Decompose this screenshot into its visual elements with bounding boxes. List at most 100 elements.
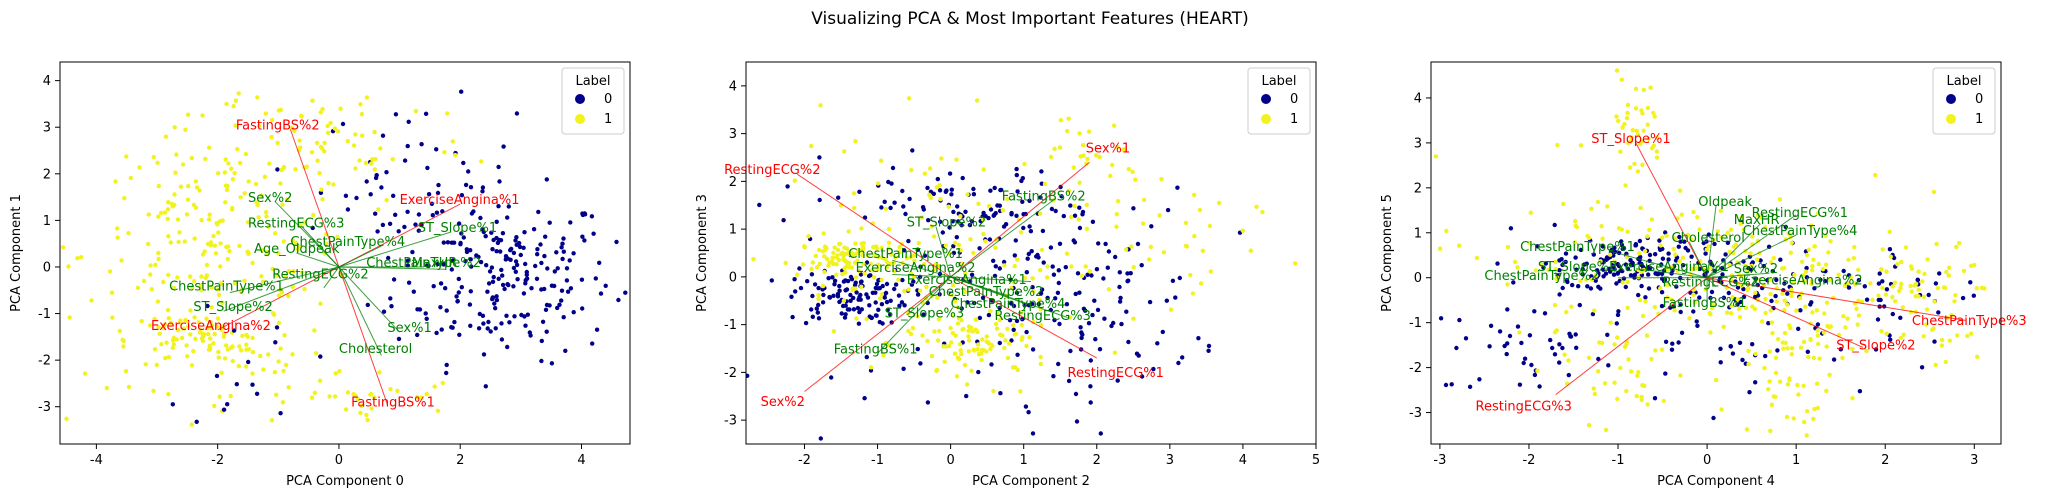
point-label-1: [260, 279, 266, 284]
point-label-1: [875, 181, 881, 186]
y-tick-label: 0: [1414, 271, 1422, 286]
point-label-1: [1789, 352, 1794, 357]
point-label-0: [1775, 348, 1780, 353]
point-label-0: [500, 282, 506, 288]
point-label-1: [211, 233, 216, 239]
point-label-0: [926, 218, 931, 223]
point-label-0: [1041, 260, 1046, 265]
point-label-0: [1077, 225, 1083, 231]
point-label-1: [326, 180, 331, 186]
point-label-1: [1826, 250, 1831, 255]
point-label-0: [513, 259, 519, 264]
point-label-1: [223, 157, 228, 162]
point-label-1: [946, 204, 951, 209]
point-label-0: [438, 281, 444, 286]
point-label-0: [832, 278, 838, 283]
point-label-1: [1641, 128, 1646, 133]
point-label-1: [1879, 329, 1884, 334]
point-label-0: [254, 391, 260, 396]
point-label-0: [1578, 247, 1584, 253]
point-label-0: [816, 285, 821, 291]
point-label-1: [1728, 311, 1734, 316]
point-label-0: [998, 391, 1003, 396]
point-label-1: [274, 273, 280, 278]
point-label-0: [443, 286, 448, 291]
point-label-1: [1635, 373, 1640, 378]
point-label-0: [1128, 271, 1133, 276]
point-label-0: [884, 299, 890, 305]
point-label-1: [1140, 221, 1146, 226]
point-label-1: [1721, 324, 1726, 329]
point-label-0: [1030, 285, 1035, 290]
point-label-0: [523, 281, 528, 286]
point-label-1: [351, 143, 357, 148]
point-label-0: [1576, 284, 1581, 289]
point-label-1: [331, 182, 336, 187]
point-label-1: [1899, 281, 1904, 287]
loading-label: Sex%2: [761, 395, 805, 410]
point-label-1: [264, 249, 269, 255]
point-label-1: [225, 256, 230, 262]
point-label-1: [909, 168, 914, 173]
point-label-0: [1126, 339, 1131, 345]
point-label-0: [508, 257, 513, 262]
loading-label: ChestPainType%1: [169, 279, 284, 294]
point-label-1: [198, 283, 203, 289]
point-label-0: [274, 325, 280, 330]
point-label-1: [173, 170, 178, 175]
point-label-1: [332, 126, 338, 131]
point-label-1: [376, 207, 381, 212]
point-label-1: [1768, 277, 1773, 282]
point-label-1: [1781, 346, 1786, 351]
point-label-0: [623, 290, 628, 295]
loading-label: Sex%1: [387, 321, 431, 336]
point-label-1: [1947, 338, 1953, 343]
point-label-1: [208, 243, 213, 248]
point-label-1: [1639, 108, 1644, 113]
loading-label: Cholesterol: [1672, 231, 1745, 246]
point-label-1: [1952, 299, 1957, 304]
point-label-0: [959, 223, 964, 228]
point-label-1: [1697, 227, 1702, 232]
point-label-1: [860, 253, 865, 258]
point-label-1: [1773, 394, 1778, 399]
loading-label: RestingECG%1: [1752, 206, 1848, 221]
point-label-1: [192, 279, 197, 284]
point-label-1: [166, 272, 171, 278]
y-tick-label: 1: [43, 214, 51, 229]
point-label-0: [1735, 302, 1740, 307]
point-label-1: [1782, 307, 1787, 313]
point-label-1: [1796, 392, 1801, 397]
point-label-1: [1643, 299, 1648, 304]
point-label-1: [813, 253, 818, 259]
point-label-1: [1038, 361, 1044, 367]
point-label-1: [1112, 350, 1118, 355]
subplot-1: FastingBS%2ExerciseAngina%1ExerciseAngin…: [9, 61, 631, 489]
point-label-1: [1598, 259, 1603, 264]
point-label-1: [1827, 324, 1832, 330]
point-label-0: [1020, 317, 1025, 322]
point-label-0: [947, 225, 952, 230]
point-label-1: [1608, 320, 1613, 325]
point-label-0: [840, 303, 846, 309]
point-label-1: [751, 257, 756, 262]
point-label-0: [1014, 213, 1019, 218]
point-label-0: [1778, 257, 1783, 262]
loading-arrow: [323, 266, 340, 289]
x-tick-label: 3: [1166, 453, 1174, 468]
point-label-0: [874, 281, 880, 287]
point-label-0: [505, 282, 510, 287]
point-label-1: [1566, 358, 1571, 363]
point-label-0: [821, 292, 826, 298]
point-label-1: [1133, 177, 1138, 182]
point-label-0: [1079, 335, 1084, 341]
point-label-1: [1159, 177, 1164, 182]
point-label-0: [1519, 340, 1524, 346]
point-label-0: [789, 294, 794, 299]
y-axis-label: PCA Component 1: [9, 194, 24, 312]
x-tick-label: 1: [1792, 453, 1800, 468]
point-label-0: [375, 229, 380, 234]
point-label-0: [571, 251, 576, 256]
